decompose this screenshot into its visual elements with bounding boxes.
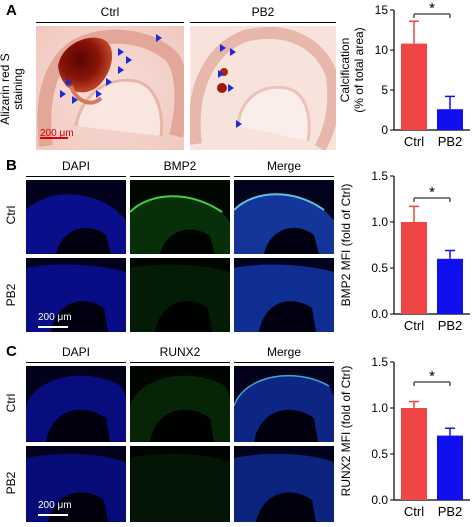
y-tick-label: 1.0 (371, 215, 388, 229)
y-tick-label: 0.0 (371, 493, 388, 507)
y-tick-label: 0.5 (371, 447, 388, 461)
x-tick-label: Ctrl (404, 318, 424, 333)
c-pb2-merge-image (234, 446, 334, 522)
panel-b-col-merge: Merge (266, 159, 301, 173)
y-tick-label: 0.0 (371, 307, 388, 321)
x-tick-label: PB2 (438, 318, 463, 333)
panel-b-row-ctrl: Ctrl (4, 205, 18, 225)
y-tick-label: 5 (381, 83, 388, 97)
x-tick-label: PB2 (438, 504, 463, 519)
bar-ctrl (401, 408, 427, 500)
panel-c-col-merge: Merge (266, 345, 301, 359)
b-pb2-bmp2-image (130, 258, 230, 332)
significance-marker: * (429, 184, 435, 201)
col-divider (26, 176, 126, 177)
y-tick-label: 0 (381, 123, 388, 137)
panel-b-label: B (6, 157, 17, 174)
y-axis-label: Calcification (338, 38, 352, 103)
alizarin-ctrl-image (36, 26, 184, 150)
col-divider (190, 22, 336, 23)
panel-a-row-label: Alizarin red S staining (0, 39, 25, 139)
y-tick-label: 1.0 (371, 401, 388, 415)
bar-pb2 (437, 435, 463, 500)
panel-a-scalebar: 200 μm (40, 128, 74, 139)
panel-b-col-bmp2: BMP2 (163, 159, 197, 173)
bar-pb2 (437, 109, 463, 130)
alizarin-pb2-image (190, 26, 336, 150)
col-divider (36, 22, 184, 23)
chart-c: 0.0 0.5 1.0 1.5 RUNX2 MFI (fold of Ctrl) Ctrl… (339, 355, 470, 519)
y-tick-label: 15 (375, 3, 389, 17)
col-divider (234, 176, 334, 177)
bar-ctrl (401, 43, 427, 130)
panel-b-scalebar: 200 μm (38, 312, 72, 323)
panel-c-label: C (6, 343, 17, 360)
col-divider (26, 362, 126, 363)
significance-marker: * (429, 0, 435, 17)
x-tick-label: Ctrl (404, 504, 424, 519)
y-axis-label: BMP2 MFI (fold of Ctrl) (339, 184, 353, 307)
y-axis-label: (% of total area) (352, 27, 366, 112)
b-ctrl-merge-image (234, 180, 334, 254)
y-tick-label: 1.5 (371, 169, 388, 183)
c-ctrl-merge-image (234, 366, 334, 442)
chart-a: 0 5 10 15 Calcification (% of total area) Ctrl… (338, 0, 470, 149)
significance-marker: * (429, 368, 435, 385)
y-tick-label: 10 (375, 43, 389, 57)
panel-b-row-pb2: PB2 (4, 283, 18, 307)
bar-pb2 (437, 258, 463, 314)
x-tick-label: Ctrl (404, 134, 424, 149)
y-tick-label: 1.5 (371, 355, 388, 369)
c-pb2-runx2-image (130, 446, 230, 522)
panel-c-scalebar: 200 μm (38, 500, 72, 511)
c-pb2-dapi-image (26, 446, 126, 522)
c-ctrl-dapi-image (26, 366, 126, 442)
panel-a-col-ctrl: Ctrl (100, 5, 120, 19)
c-ctrl-runx2-image (130, 366, 230, 442)
b-ctrl-bmp2-image (130, 180, 230, 254)
y-axis-label: RUNX2 MFI (fold of Ctrl) (339, 366, 353, 497)
panel-c-row-pb2: PB2 (4, 471, 18, 495)
panel-c-scalebar-line (38, 514, 68, 516)
panel-c-col-runx2: RUNX2 (159, 345, 201, 359)
b-ctrl-dapi-image (26, 180, 126, 254)
panel-a-label: A (6, 2, 17, 19)
x-tick-label: PB2 (438, 134, 463, 149)
panel-b-col-dapi: DAPI (61, 159, 90, 173)
col-divider (130, 176, 230, 177)
col-divider (130, 362, 230, 363)
col-divider (234, 362, 334, 363)
panel-c-col-dapi: DAPI (61, 345, 90, 359)
panel-a-col-pb2: PB2 (251, 5, 275, 19)
b-pb2-dapi-image (26, 258, 126, 332)
panel-b-scalebar-line (38, 326, 68, 328)
y-tick-label: 0.5 (371, 261, 388, 275)
chart-b: 0.0 0.5 1.0 1.5 BMP2 MFI (fold of Ctrl) Ctrl P… (339, 169, 470, 333)
b-pb2-merge-image (234, 258, 334, 332)
bar-ctrl (401, 222, 427, 314)
row-label-line2: staining (11, 68, 25, 110)
panel-c-row-ctrl: Ctrl (4, 393, 18, 413)
